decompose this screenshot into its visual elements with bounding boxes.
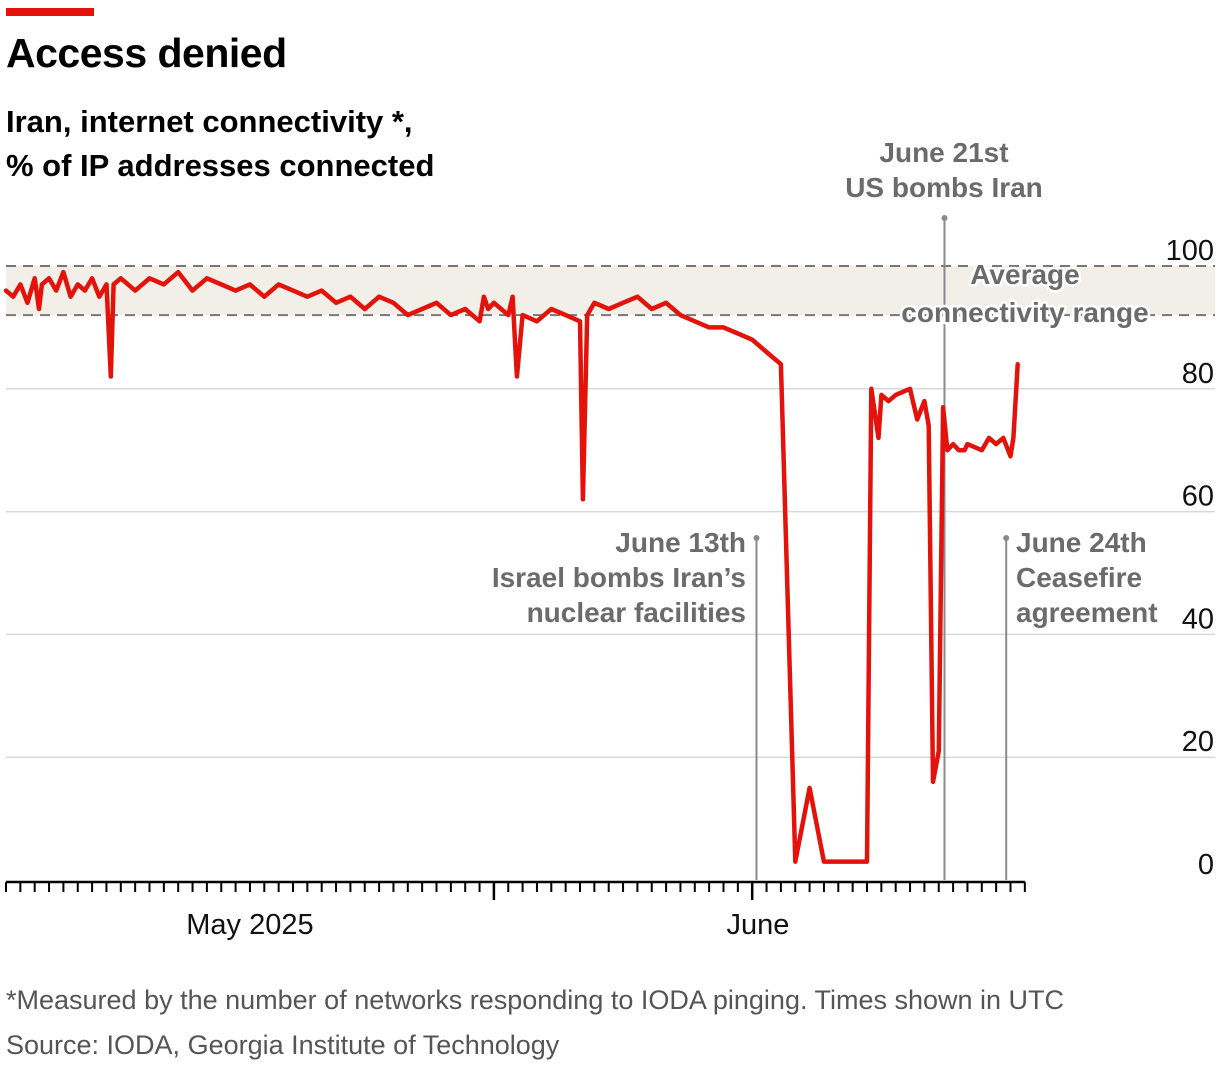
- annotation-june24-line-2: Ceasefire: [1016, 562, 1142, 593]
- accent-bar: [6, 8, 94, 16]
- y-tick-label-100: 100: [1166, 235, 1214, 267]
- band-label-line-1: Average: [970, 259, 1079, 290]
- subtitle-line-2: % of IP addresses connected: [6, 148, 435, 183]
- band-label-line-2: connectivity range: [901, 297, 1148, 328]
- x-tick-label-1: June: [726, 909, 789, 941]
- annotation-june21-line-1: June 21st: [879, 137, 1008, 168]
- annotation-june13-line-3: nuclear facilities: [527, 597, 746, 628]
- annotation-june13-line-2: Israel bombs Iran’s: [492, 562, 746, 593]
- annotation-dot-june13: [753, 535, 760, 541]
- x-tick-label-0: May 2025: [186, 909, 313, 941]
- annotation-june24-line-1: June 24th: [1016, 527, 1147, 558]
- y-tick-label-60: 60: [1182, 481, 1214, 513]
- y-tick-label-80: 80: [1182, 358, 1214, 390]
- y-tick-label-20: 20: [1182, 726, 1214, 758]
- connectivity-chart: 0 20 40 60 80 100 May 2025 June June 13th Israel …: [3, 137, 1215, 941]
- annotation-june21-line-2: US bombs Iran: [845, 172, 1043, 203]
- chart-title: Access denied: [6, 30, 287, 76]
- y-tick-label-40: 40: [1182, 603, 1214, 635]
- y-tick-label-0: 0: [1198, 849, 1214, 881]
- connectivity-series-line: [3, 269, 1020, 864]
- footnote: *Measured by the number of networks resp…: [6, 985, 1065, 1015]
- annotation-june13-line-1: June 13th: [615, 527, 746, 558]
- annotation-dot-june21: [941, 215, 948, 221]
- subtitle-line-1: Iran, internet connectivity *,: [6, 104, 413, 139]
- source-note: Source: IODA, Georgia Institute of Techn…: [6, 1030, 560, 1060]
- annotation-june24-line-3: agreement: [1016, 597, 1158, 628]
- chart-subtitle: Iran, internet connectivity *, % of IP a…: [6, 100, 434, 188]
- annotation-dot-june24: [1003, 535, 1010, 541]
